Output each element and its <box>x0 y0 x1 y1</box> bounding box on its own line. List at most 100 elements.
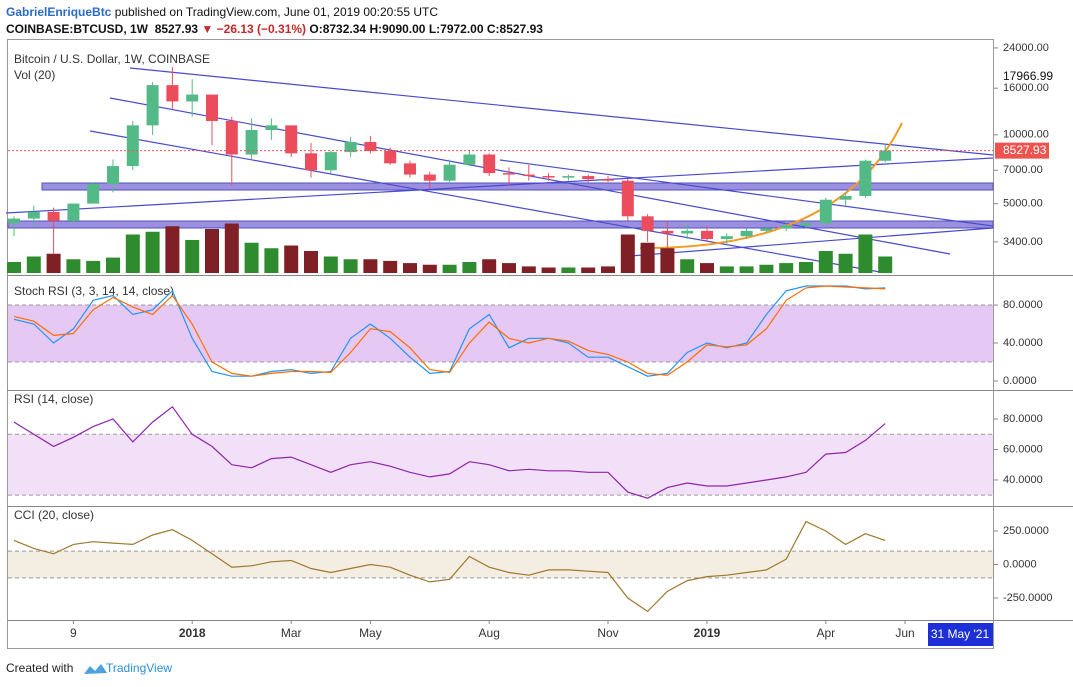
y-tick-label: 16000.00 <box>1003 82 1049 94</box>
volume-bar <box>838 253 853 273</box>
volume-bar <box>46 253 61 273</box>
header-line1: GabrielEnriqueBtc published on TradingVi… <box>6 5 438 19</box>
volume-bar <box>165 226 180 273</box>
y-tick-label: 80.0000 <box>1003 299 1043 311</box>
band <box>8 551 993 578</box>
candle-body <box>740 230 753 237</box>
x-tick-label: May <box>359 626 382 640</box>
candle-body <box>562 176 575 178</box>
volume-bar <box>462 262 477 273</box>
candle-body <box>780 225 793 229</box>
candle-body <box>67 203 80 221</box>
volume-bar <box>86 260 101 273</box>
candle-body <box>423 174 436 181</box>
footer-created: Created with <box>6 661 73 675</box>
volume-bar <box>244 242 259 273</box>
volume-bar <box>403 263 417 273</box>
open: O:8732.34 <box>309 22 367 36</box>
candle-body <box>800 223 812 226</box>
volume-bar <box>7 262 21 273</box>
y-tick-label: 40.0000 <box>1003 474 1043 486</box>
candle-body <box>661 230 674 234</box>
y-tick-label: 7000.00 <box>1003 164 1043 176</box>
candle-body <box>87 183 100 204</box>
candle-body <box>859 160 872 196</box>
candle-body <box>47 211 60 221</box>
volume-bar <box>779 263 794 273</box>
plot-border <box>7 39 994 649</box>
y-tick-label: 0.0000 <box>1003 375 1037 387</box>
author: GabrielEnriqueBtc <box>6 5 112 19</box>
y-tick-label: 40.0000 <box>1003 337 1043 349</box>
high: H:9090.00 <box>369 22 426 36</box>
volume-bar <box>422 264 437 273</box>
y-tick-label: 0.0000 <box>1003 558 1037 570</box>
candle-body <box>681 230 694 234</box>
trendline <box>129 67 994 156</box>
candle-body <box>819 199 832 224</box>
candle-body <box>443 164 456 181</box>
candle-body <box>463 154 476 165</box>
date-box <box>928 623 993 646</box>
price-label: 8527.93 <box>1003 143 1047 157</box>
y-tick-label: 60.0000 <box>1003 443 1043 455</box>
volume-bar <box>442 264 457 273</box>
volume-bar <box>521 266 536 273</box>
volume-bar <box>739 266 754 273</box>
volume-bar <box>224 223 239 273</box>
candle-body <box>582 176 595 180</box>
pane-title: CCI (20, close) <box>14 508 94 522</box>
trendline <box>89 130 881 273</box>
candle-body <box>146 85 159 126</box>
y-tick-label: 80.0000 <box>1003 413 1043 425</box>
volume-bar <box>185 240 200 273</box>
volume-bar <box>759 264 774 273</box>
series-line <box>13 405 886 499</box>
volume-bar <box>620 234 635 273</box>
change: ▼ −26.13 (−0.31%) <box>201 22 307 36</box>
candle-body <box>621 180 634 217</box>
candle-body <box>107 166 119 184</box>
series-line <box>13 285 886 377</box>
candle-body <box>206 94 218 121</box>
x-tick-label: 9 <box>70 626 77 640</box>
volume-bar <box>581 267 596 273</box>
candle-body <box>324 152 337 171</box>
trendline <box>499 159 994 227</box>
x-tick-label: Aug <box>479 626 500 640</box>
volume-bar <box>304 251 318 273</box>
candle-body <box>503 173 515 175</box>
trendline <box>629 227 994 257</box>
candle-body <box>225 120 238 155</box>
candle-body <box>126 125 139 167</box>
candle-body <box>522 174 535 177</box>
volume-bar <box>799 262 813 273</box>
y-tick-label: 24000.00 <box>1003 42 1049 54</box>
volume-bar <box>541 267 556 273</box>
volume-bar <box>264 248 279 273</box>
candle-body <box>839 195 852 200</box>
candle-body <box>641 216 654 231</box>
volume-bar <box>106 257 120 273</box>
x-tick-label: Jun <box>895 626 914 640</box>
series-layer: Bitcoin / U.S. Dollar, 1W, COINBASE Vol (… <box>7 42 1053 640</box>
x-tick-label: Apr <box>816 626 835 640</box>
footer-brand: TradingView <box>106 661 172 675</box>
candle-body <box>305 153 317 171</box>
frame <box>7 39 1073 649</box>
volume-bar <box>502 263 516 273</box>
candle-body <box>542 176 555 178</box>
volume-bar <box>205 229 219 273</box>
volume-bar <box>561 267 576 273</box>
pane-subtitle: Vol (20) <box>14 68 55 82</box>
candle-body <box>720 236 733 240</box>
volume-bar <box>719 266 734 273</box>
symbol: COINBASE:BTCUSD, 1W <box>6 22 149 36</box>
pane-title: Stoch RSI (3, 3, 14, 14, close) <box>14 284 174 298</box>
x-tick-label: 2018 <box>179 626 206 640</box>
candle-body <box>245 129 258 155</box>
candle-body <box>879 150 892 161</box>
close: C:8527.93 <box>486 22 543 36</box>
